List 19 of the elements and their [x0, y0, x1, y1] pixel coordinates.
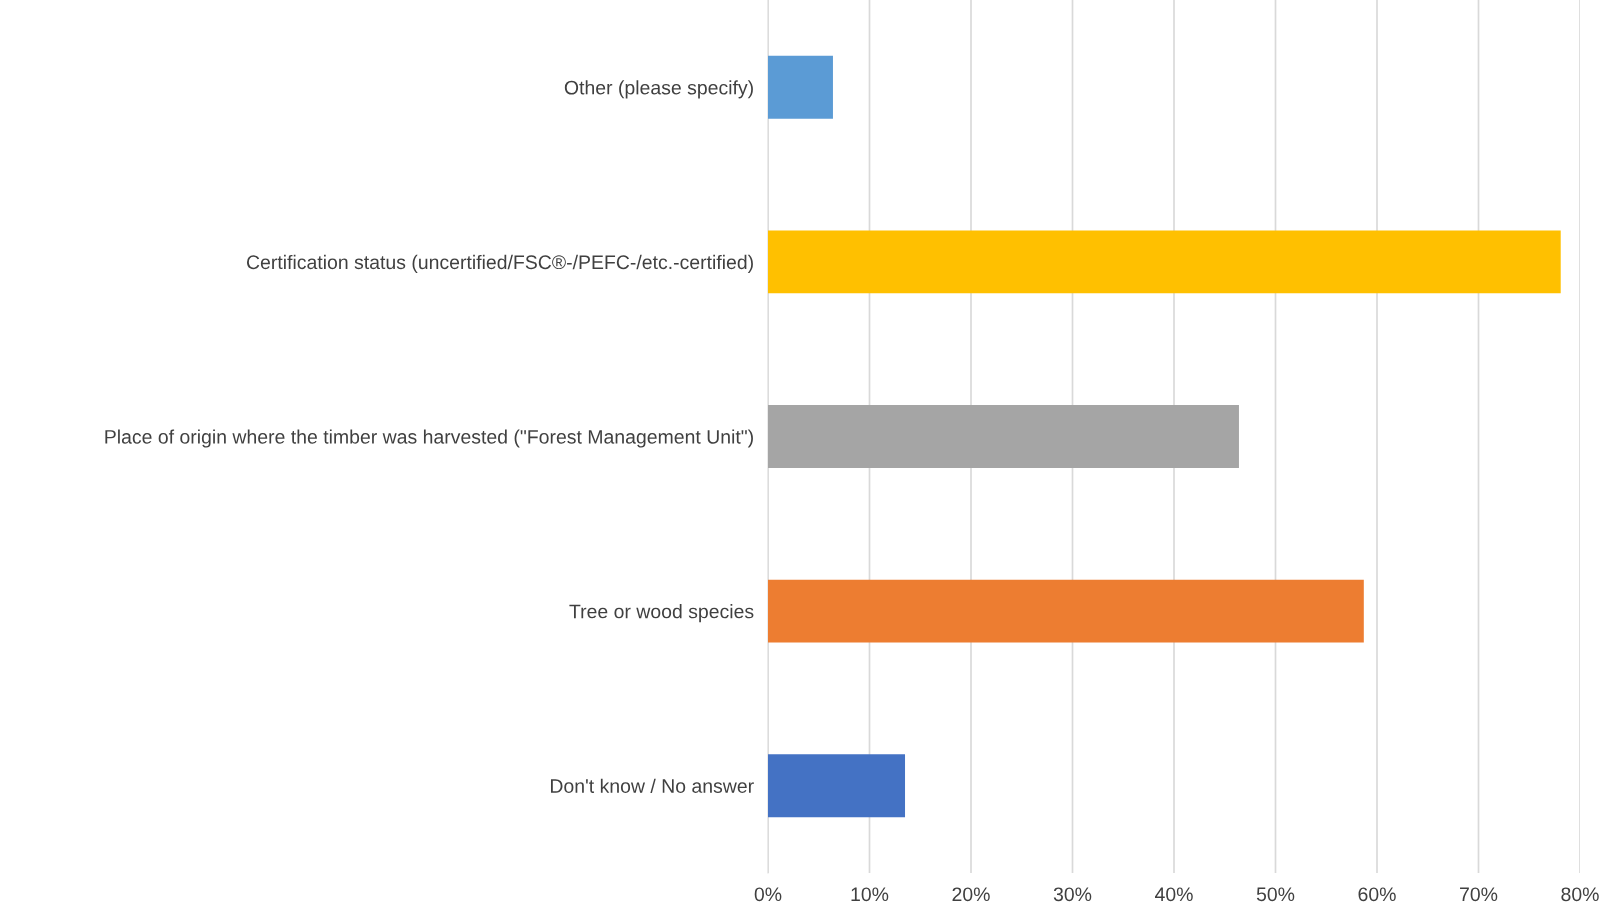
y-tick-label: Tree or wood species [569, 604, 754, 623]
bar [768, 230, 1561, 294]
x-tick-label: 0% [754, 887, 782, 902]
x-tick-label: 50% [1256, 887, 1295, 902]
bar [768, 754, 906, 818]
x-tick-label: 40% [1154, 887, 1193, 902]
x-tick-label: 80% [1561, 887, 1599, 902]
x-tick-label: 30% [1053, 887, 1092, 902]
bar [768, 405, 1239, 468]
bar [768, 579, 1364, 643]
y-tick-label: Place of origin where the timber was harvested ("Forest Management Unit") [105, 429, 753, 448]
y-tick-label: Certification status (uncertified/FSC®-/PEFC-/etc.-certified) [246, 254, 753, 273]
x-tick-label: 20% [952, 887, 990, 902]
y-tick-label: Other (please specify) [564, 80, 753, 99]
bar [768, 55, 833, 119]
x-tick-label: 10% [851, 887, 889, 902]
x-tick-label: 60% [1358, 887, 1396, 902]
x-tick-label: 70% [1460, 887, 1498, 902]
y-tick-label: Don't know / No answer [550, 778, 754, 793]
